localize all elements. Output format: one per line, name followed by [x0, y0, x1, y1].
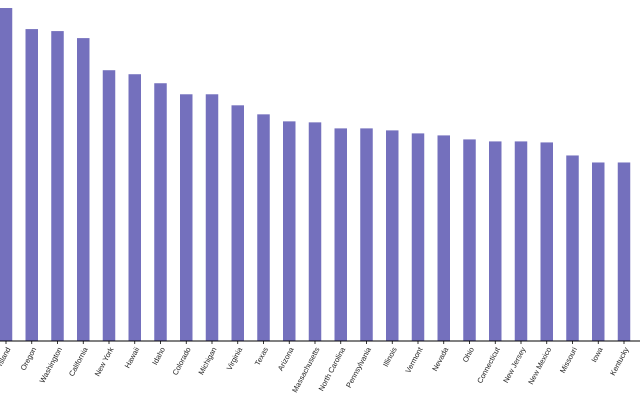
tick-label-missouri: Missouri — [558, 345, 579, 374]
bar-oregon — [25, 29, 38, 342]
tick-label-hawaii: Hawaii — [123, 345, 142, 369]
tick-label-new-mexico: New Mexico — [526, 346, 553, 386]
bar-hawaii — [128, 74, 141, 341]
tick-label-michigan: Michigan — [196, 346, 218, 377]
bar-rhode-island — [0, 8, 13, 342]
bar-texas — [257, 114, 270, 341]
tick-label-rhode-island: Rhode Island — [0, 346, 13, 389]
tick-label-connecticut: Connecticut — [475, 345, 502, 385]
bar-washington — [51, 31, 64, 342]
tick-label-virginia: Virginia — [225, 345, 245, 372]
tick-label-arizona: Arizona — [276, 345, 296, 372]
bar-connecticut — [489, 141, 502, 341]
tick-label-pennsylvania: Pennsylvania — [344, 345, 373, 389]
bar-ohio — [463, 139, 476, 341]
tick-label-oregon: Oregon — [19, 346, 39, 372]
bar-new-york — [102, 70, 116, 342]
tick-label-iowa: Iowa — [589, 345, 605, 364]
bar-new-mexico — [540, 142, 553, 341]
tick-label-new-york: New York — [93, 345, 116, 377]
tick-label-washington: Washington — [38, 346, 64, 385]
tick-label-nevada: Nevada — [430, 345, 450, 373]
bars-group — [0, 8, 631, 342]
tick-label-kentucky: Kentucky — [608, 345, 631, 377]
tick-label-texas: Texas — [253, 345, 270, 367]
bar-colorado — [180, 94, 193, 341]
bar-illinois — [386, 130, 399, 341]
bar-michigan — [205, 94, 219, 341]
bar-virginia — [231, 105, 244, 341]
tick-label-california: California — [67, 345, 90, 378]
bar-north-carolina — [334, 128, 347, 341]
tick-label-new-jersey: New Jersey — [501, 345, 527, 384]
bar-pennsylvania — [360, 128, 373, 341]
bar-kentucky — [617, 162, 631, 341]
bar-massachusetts — [308, 122, 322, 341]
bar-california — [77, 38, 90, 342]
tick-label-vermont: Vermont — [403, 345, 424, 375]
bar-iowa — [592, 162, 605, 341]
tick-label-ohio: Ohio — [461, 346, 476, 364]
bar-missouri — [566, 155, 579, 341]
bar-nevada — [437, 135, 450, 341]
tick-label-illinois: Illinois — [381, 345, 399, 368]
tick-label-colorado: Colorado — [171, 346, 193, 377]
tick-label-idaho: Idaho — [150, 346, 167, 367]
x-axis-ticks: Rhode Island Oregon Washington California Ne… — [0, 341, 631, 394]
bar-idaho — [154, 83, 167, 342]
bar-new-jersey — [514, 141, 528, 341]
bar-vermont — [411, 133, 425, 341]
bar-arizona — [283, 121, 296, 341]
